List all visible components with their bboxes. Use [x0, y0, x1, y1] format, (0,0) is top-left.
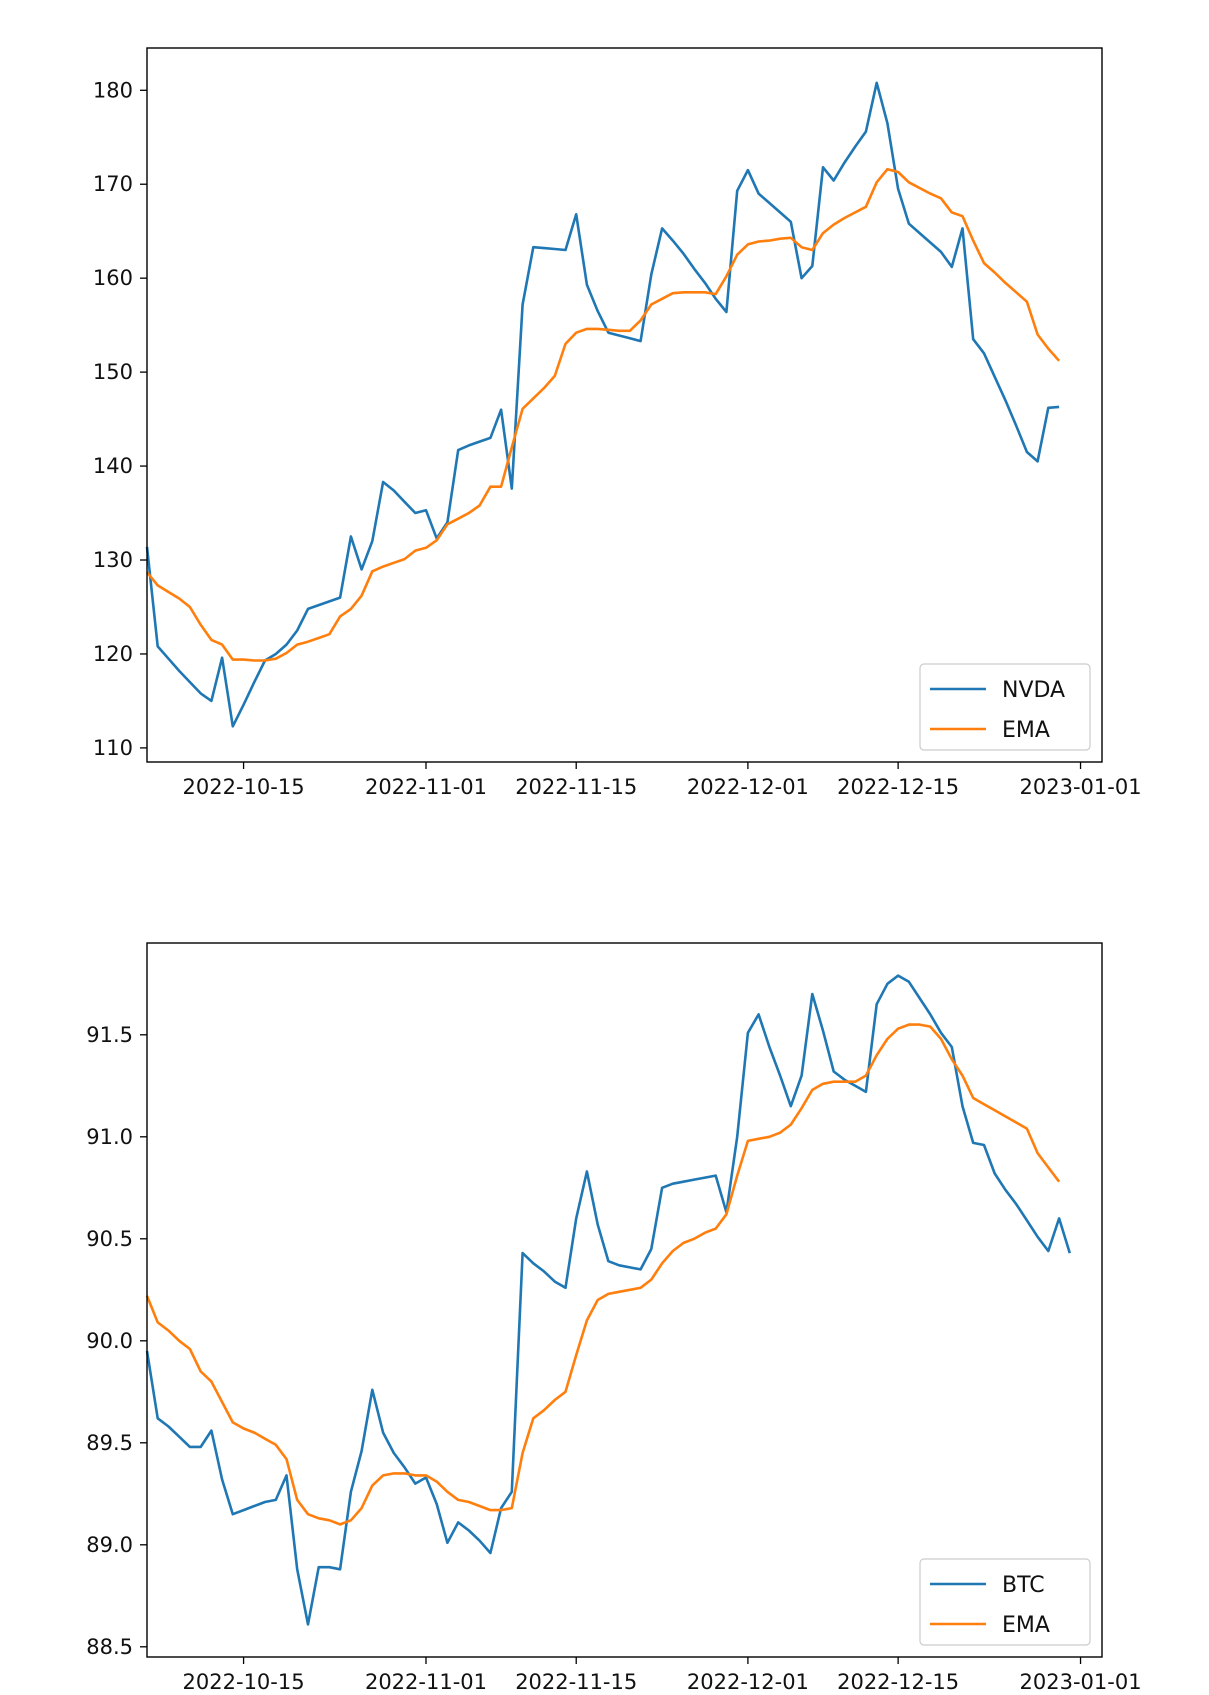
chart-1-legend-label-nvda: NVDA: [1002, 678, 1065, 703]
chart-2-x-axis: 2022-10-15 2022-11-01 2022-11-15 2022-12-01…: [183, 1657, 1142, 1694]
chart-1-y-axis: 110 120 130 140 150 160 170 180: [93, 78, 147, 760]
chart-2-x-tick-label: 2022-12-15: [837, 1670, 959, 1694]
chart-1-y-tick-label: 120: [93, 642, 133, 666]
chart-1-series: [145, 81, 1061, 728]
chart-1-y-tick-label: 160: [93, 266, 133, 290]
chart-2-x-tick-label: 2022-11-15: [515, 1670, 637, 1694]
chart-2-x-tick-label: 2022-10-15: [183, 1670, 305, 1694]
chart-2-series: [145, 974, 1072, 1626]
chart-1-line-ema: [145, 167, 1061, 662]
chart-2-axes-frame: [146, 942, 1103, 1658]
chart-1-y-tick-label: 110: [93, 736, 133, 760]
chart-2-x-tick-label: 2023-01-01: [1020, 1670, 1142, 1694]
chart-2-legend: BTC EMA: [919, 1558, 1091, 1646]
chart-2-y-tick-label: 90.5: [86, 1227, 133, 1251]
chart-1-x-tick-label: 2022-11-15: [515, 775, 637, 799]
chart-1-y-tick-label: 150: [93, 360, 133, 384]
chart-2-y-tick-label: 91.5: [86, 1023, 133, 1047]
chart-2-line-btc: [145, 974, 1072, 1626]
chart-2-y-axis: 88.5 89.0 89.5 90.0 90.5 91.0 91.5: [86, 1023, 147, 1659]
chart-2-y-tick-label: 89.5: [86, 1431, 133, 1455]
chart-2-y-tick-label: 88.5: [86, 1635, 133, 1659]
chart-2-legend-label-btc: BTC: [1002, 1573, 1045, 1598]
chart-2-x-tick-label: 2022-11-01: [365, 1670, 487, 1694]
chart-1-legend-label-ema: EMA: [1002, 718, 1050, 743]
chart-2-y-tick-label: 91.0: [86, 1125, 133, 1149]
chart-2-y-tick-label: 90.0: [86, 1329, 133, 1353]
chart-1-x-tick-label: 2023-01-01: [1020, 775, 1142, 799]
chart-1-line-nvda: [145, 81, 1060, 728]
chart-2-line-ema: [145, 1023, 1061, 1526]
chart-2-legend-label-ema: EMA: [1002, 1613, 1050, 1638]
chart-1-y-tick-label: 170: [93, 172, 133, 196]
chart-1-x-tick-label: 2022-12-01: [687, 775, 809, 799]
chart-1-x-tick-label: 2022-12-15: [837, 775, 959, 799]
chart-2-x-tick-label: 2022-12-01: [687, 1670, 809, 1694]
chart-1-y-tick-label: 130: [93, 548, 133, 572]
chart-1-x-tick-label: 2022-11-01: [365, 775, 487, 799]
chart-2-y-tick-label: 89.0: [86, 1533, 133, 1557]
chart-1-x-tick-label: 2022-10-15: [183, 775, 305, 799]
chart-1-x-axis: 2022-10-15 2022-11-01 2022-11-15 2022-12-01…: [183, 762, 1142, 799]
chart-1-axes-frame: [146, 47, 1103, 763]
chart-1-y-tick-label: 180: [93, 78, 133, 102]
chart-1-legend: NVDA EMA: [919, 663, 1091, 751]
chart-1-y-tick-label: 140: [93, 454, 133, 478]
